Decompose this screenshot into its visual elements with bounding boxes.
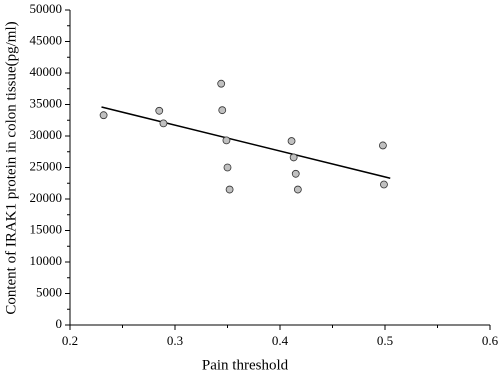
- point: [225, 185, 234, 194]
- y-tick-label: 40000: [30, 64, 63, 79]
- y-tick-label: 30000: [30, 127, 63, 142]
- point: [217, 79, 226, 88]
- point: [222, 136, 231, 145]
- point: [289, 153, 298, 162]
- x-axis-label: Pain threshold: [202, 357, 289, 373]
- point: [291, 169, 300, 178]
- y-tick-label: 20000: [30, 190, 63, 205]
- x-tick-label: 0.5: [377, 333, 393, 348]
- y-tick-label: 50000: [30, 1, 63, 16]
- y-tick-label: 45000: [30, 32, 63, 47]
- y-tick-label: 5000: [36, 284, 62, 299]
- y-tick-label: 25000: [30, 158, 63, 173]
- y-tick-label: 35000: [30, 95, 63, 110]
- x-tick-label: 0.3: [167, 333, 183, 348]
- y-tick-label: 0: [56, 316, 63, 331]
- x-tick-label: 0.2: [62, 333, 78, 348]
- point: [380, 180, 388, 189]
- y-tick-label: 10000: [30, 253, 63, 268]
- fit-line: [101, 106, 391, 179]
- y-tick-label: 15000: [30, 221, 63, 236]
- x-tick-label: 0.6: [482, 333, 499, 348]
- x-tick-label: 0.4: [272, 333, 289, 348]
- point: [378, 141, 387, 150]
- point: [218, 106, 227, 115]
- point: [159, 119, 168, 128]
- y-axis-label: Content of IRAK1 protein in colon tissue…: [3, 21, 19, 314]
- point: [293, 185, 302, 194]
- point: [223, 163, 232, 172]
- point: [99, 111, 108, 120]
- point: [287, 137, 296, 145]
- point: [155, 106, 164, 115]
